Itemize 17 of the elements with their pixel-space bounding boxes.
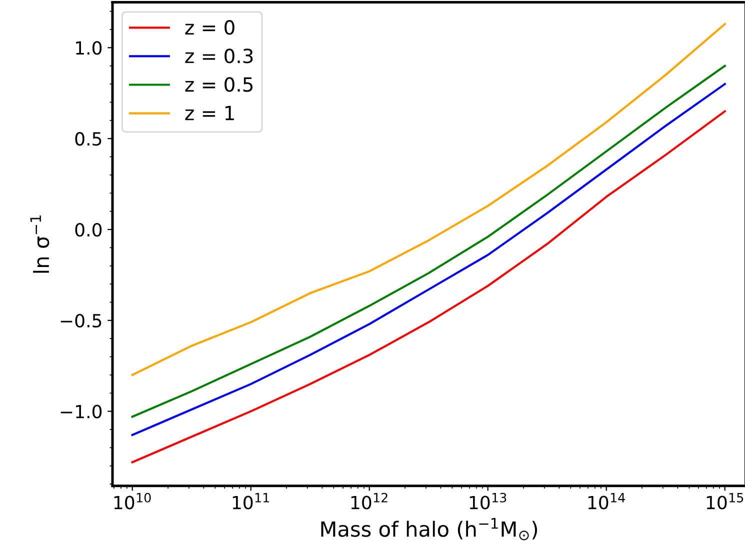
x-axis-title: Mass of halo (h$^{−1}$M$_{⊙}$)	[321, 518, 538, 540]
x-tick-label: 10$^{13}$	[470, 492, 506, 510]
legend-label: z = 1	[185, 106, 234, 120]
y-tick-label: 0.5	[75, 132, 102, 146]
legend-label: z = 0.3	[185, 48, 253, 64]
x-tick-label: 10$^{14}$	[588, 493, 625, 510]
x-tick-label: 10$^{10}$	[114, 492, 151, 510]
x-tick-label: 10$^{11}$	[232, 493, 269, 510]
legend-label: z = 0.5	[185, 77, 253, 92]
x-tick-label: 10$^{12}$	[351, 492, 388, 510]
y-axis-title: ln σ$^{−1}$	[30, 215, 50, 273]
x-tick-label: 10$^{15}$	[706, 493, 744, 510]
legend-label: z = 0	[185, 20, 234, 35]
y-tick-label: −1.0	[60, 404, 102, 418]
y-tick-label: 0.0	[75, 222, 102, 237]
y-tick-label: −0.5	[60, 314, 102, 328]
y-tick-label: 1.0	[76, 41, 102, 55]
